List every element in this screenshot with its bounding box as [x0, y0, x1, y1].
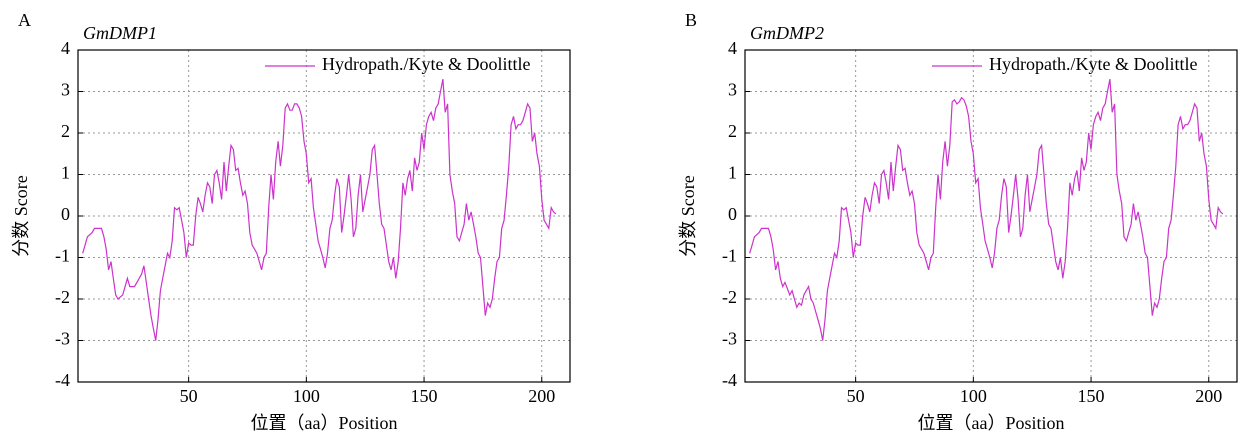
x-tick-label: 50	[180, 386, 198, 406]
y-tick-label: -1	[722, 246, 737, 266]
legend-label: Hydropath./Kyte & Doolittle	[322, 54, 530, 74]
data-line	[82, 78, 557, 341]
y-tick-label: 0	[61, 204, 70, 224]
x-tick-label: 50	[847, 386, 865, 406]
panel-label: A	[18, 10, 31, 30]
y-tick-label: 4	[728, 38, 737, 58]
y-tick-label: -2	[55, 287, 70, 307]
y-tick-label: -3	[722, 329, 737, 349]
x-tick-label: 100	[960, 386, 987, 406]
y-tick-label: -2	[722, 287, 737, 307]
y-tick-label: 3	[728, 80, 737, 100]
x-tick-label: 100	[293, 386, 320, 406]
data-line	[749, 78, 1224, 341]
y-tick-label: 0	[728, 204, 737, 224]
y-tick-label: 2	[728, 121, 737, 141]
chart-panel: B GmDMP2 -4 -3 -2 -1 0 1 2 3 4 50 100 150 200 Hydropath…	[678, 10, 1238, 433]
y-tick-label: -3	[55, 329, 70, 349]
y-tick-label: -1	[55, 246, 70, 266]
y-tick-label: 1	[61, 163, 70, 183]
chart-panel: A GmDMP1 -4 -3 -2 -1 0 1 2 3 4 50 100 150 200 Hydropath…	[11, 10, 571, 433]
chart-title: GmDMP2	[750, 23, 824, 43]
x-axis-label: 位置（aa）Position	[918, 413, 1065, 433]
y-tick-label: -4	[55, 370, 70, 390]
y-axis-label: 分数 Score	[678, 175, 698, 256]
y-tick-label: -4	[722, 370, 737, 390]
x-tick-label: 200	[1195, 386, 1222, 406]
panel-label: B	[685, 10, 697, 30]
y-axis-label: 分数 Score	[11, 175, 31, 256]
legend-label: Hydropath./Kyte & Doolittle	[989, 54, 1197, 74]
y-tick-label: 4	[61, 38, 70, 58]
x-tick-label: 150	[411, 386, 438, 406]
x-axis-label: 位置（aa）Position	[251, 413, 398, 433]
x-tick-label: 200	[528, 386, 555, 406]
plot-frame	[77, 49, 571, 383]
y-tick-label: 1	[728, 163, 737, 183]
plot-frame	[744, 49, 1238, 383]
y-tick-label: 2	[61, 121, 70, 141]
x-tick-label: 150	[1078, 386, 1105, 406]
chart-title: GmDMP1	[83, 23, 157, 43]
y-tick-label: 3	[61, 80, 70, 100]
